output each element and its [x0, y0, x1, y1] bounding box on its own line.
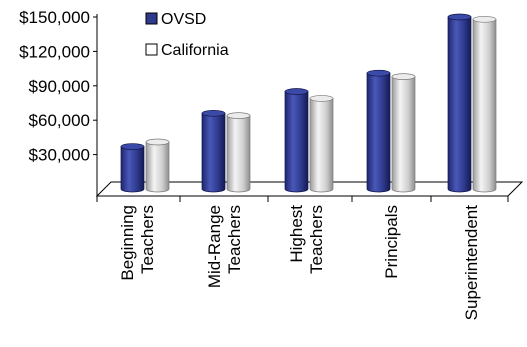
bar-ovsd-cap — [284, 88, 309, 95]
bar-ovsd-body — [120, 146, 145, 193]
legend: OVSD California — [145, 11, 229, 59]
category-label: Superintendent — [462, 205, 481, 321]
y-tick-label: $30,000 — [29, 146, 90, 165]
category-label-line: Beginning — [118, 205, 137, 281]
y-tick-label: $60,000 — [29, 111, 90, 130]
bar-california-cap — [145, 138, 170, 146]
category-label-line: Principals — [382, 205, 401, 279]
bar-ovsd-body — [201, 112, 226, 193]
bar-california — [309, 95, 334, 193]
bar-ovsd-cap — [201, 109, 226, 117]
category-labels: BeginningTeachers Mid-RangeTeachers Highes… — [118, 205, 481, 321]
x-axis-ticks — [96, 196, 509, 202]
bar-ovsd-cap — [366, 69, 391, 77]
category-label: HighestTeachers — [287, 205, 326, 274]
bar-ovsd — [201, 109, 226, 193]
bar-california — [472, 15, 497, 193]
bar-ovsd-cap — [447, 13, 472, 21]
bar-ovsd-body — [366, 72, 391, 193]
bar-ovsd — [366, 69, 391, 193]
bar-california-cap — [472, 15, 497, 23]
legend-label-ovsd: OVSD — [161, 11, 206, 28]
legend-label-california: California — [161, 42, 229, 59]
bar-california-body — [226, 115, 251, 193]
category-label-line: Highest — [287, 205, 306, 263]
bar-ovsd — [120, 143, 145, 193]
category-label-line: Teachers — [138, 205, 157, 274]
category-label-line: Teachers — [225, 205, 244, 274]
bar-ovsd-body — [447, 16, 472, 193]
bar-california — [145, 138, 170, 193]
category-label: BeginningTeachers — [118, 205, 157, 281]
y-tick-label: $90,000 — [29, 77, 90, 96]
bar-ovsd — [447, 13, 472, 193]
bar-california-cap — [226, 112, 251, 119]
bar-california-cap — [309, 95, 334, 102]
category-label-line: Superintendent — [462, 205, 481, 321]
bar-california-body — [391, 76, 416, 193]
category-label-line: Teachers — [307, 205, 326, 274]
bar-series-group — [120, 13, 497, 193]
bar-california-cap — [391, 73, 416, 80]
bar-california-body — [145, 141, 170, 193]
category-label: Mid-RangeTeachers — [205, 205, 244, 288]
bar-ovsd-body — [284, 91, 309, 193]
bar-california — [226, 112, 251, 193]
y-tick-label: $120,000 — [19, 42, 90, 61]
bar-california-body — [309, 98, 334, 193]
legend-swatch-ovsd — [145, 12, 158, 25]
bar-ovsd-cap — [120, 143, 145, 150]
y-tick-label: $150,000 — [19, 8, 90, 27]
category-label-line: Mid-Range — [205, 205, 224, 288]
legend-swatch-california — [145, 43, 158, 56]
category-label: Principals — [382, 205, 401, 279]
bar-ovsd — [284, 88, 309, 193]
bar-california-body — [472, 18, 497, 193]
y-axis-ticks: $150,000 $120,000 $90,000 $60,000 $30,000 — [19, 8, 97, 165]
bar-california — [391, 73, 416, 193]
